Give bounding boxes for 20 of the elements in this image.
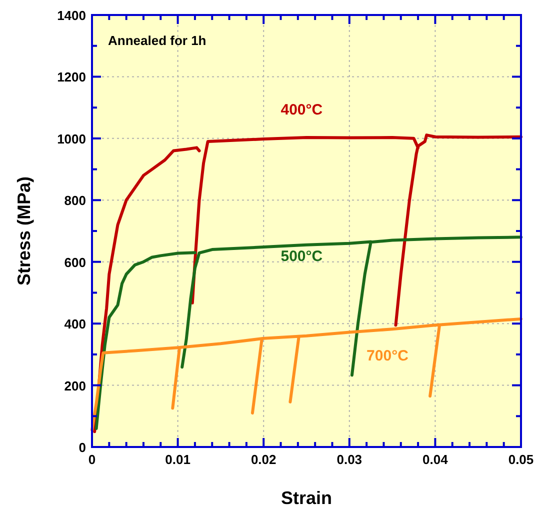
y-tick-label: 600 [64,254,86,270]
series-label: 400°C [280,101,323,118]
x-tick-label: 0.05 [508,452,534,467]
annotation: Annealed for 1h [108,33,206,48]
x-axis-title: Strain [280,488,332,508]
y-tick-label: 800 [64,193,86,208]
y-tick-label: 0 [78,440,86,455]
x-tick-label: 0.04 [422,452,449,467]
y-tick-label: 1200 [57,70,86,85]
x-tick-label: 0.03 [336,452,362,467]
series-label: 500°C [280,248,323,266]
x-tick-label: 0.02 [250,452,276,467]
y-tick-label: 1400 [57,8,86,23]
y-tick-label: 400 [64,316,86,332]
x-tick-label: 0.01 [165,452,190,467]
y-tick-label: 1000 [57,131,86,146]
y-axis-title: Stress (MPa) [14,176,34,286]
x-tick-label: 0 [88,452,96,467]
y-tick-label: 200 [64,378,86,394]
series-label: 700°C [366,348,409,365]
